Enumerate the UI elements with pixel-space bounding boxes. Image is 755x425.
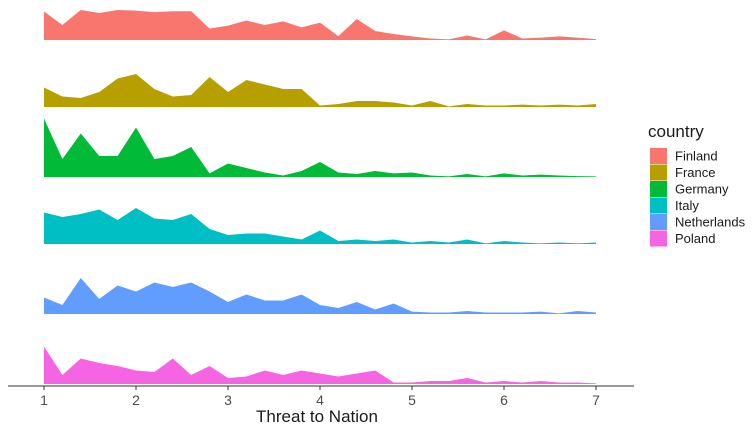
ridges xyxy=(44,10,596,384)
x-tick-label: 1 xyxy=(40,392,48,408)
ridge-netherlands xyxy=(44,278,596,314)
x-tick-label: 6 xyxy=(500,392,508,408)
legend-label-netherlands: Netherlands xyxy=(675,215,746,230)
ridge-poland xyxy=(44,346,596,384)
legend-label-italy: Italy xyxy=(675,198,699,213)
ridge-france xyxy=(44,74,596,107)
x-tick-label: 3 xyxy=(224,392,232,408)
x-axis-ticks: 1 2 3 4 5 6 7 xyxy=(40,386,600,408)
ridge-finland xyxy=(44,10,596,40)
legend-swatch-italy xyxy=(650,197,667,214)
legend-swatch-finland xyxy=(650,148,667,164)
x-tick-label: 7 xyxy=(592,392,600,408)
legend-label-poland: Poland xyxy=(675,231,715,246)
ridge-germany xyxy=(44,118,596,177)
x-axis-title: Threat to Nation xyxy=(256,407,378,425)
legend-label-germany: Germany xyxy=(675,182,729,197)
legend-label-france: France xyxy=(675,165,715,180)
x-tick-label: 5 xyxy=(408,392,416,408)
legend-label-finland: Finland xyxy=(675,149,718,164)
legend-swatch-poland xyxy=(650,230,667,247)
x-tick-label: 2 xyxy=(132,392,140,408)
legend-swatch-netherlands xyxy=(650,214,667,230)
x-tick-label: 4 xyxy=(316,392,324,408)
legend-title: country xyxy=(648,122,704,141)
ridge-italy xyxy=(44,208,596,244)
legend-swatch-france xyxy=(650,164,667,181)
legend-swatch-germany xyxy=(650,181,667,197)
